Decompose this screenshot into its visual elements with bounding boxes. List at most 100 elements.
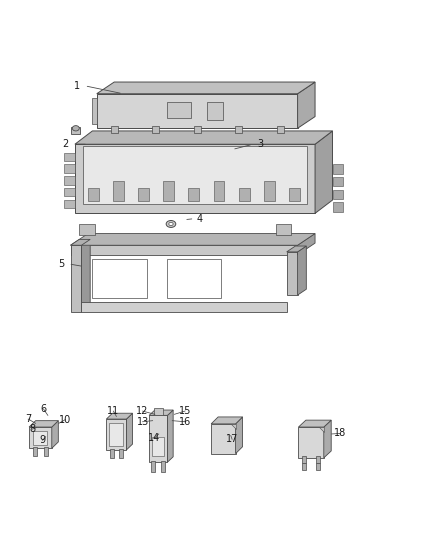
Polygon shape [71, 233, 315, 245]
Bar [110, 423, 123, 446]
Text: 3: 3 [258, 139, 264, 149]
Polygon shape [236, 417, 243, 454]
Polygon shape [297, 82, 315, 128]
Polygon shape [106, 419, 127, 450]
Ellipse shape [166, 221, 176, 228]
Polygon shape [287, 252, 297, 295]
Bar [316, 456, 320, 463]
Text: 16: 16 [179, 417, 191, 427]
Text: 17: 17 [226, 434, 238, 445]
Polygon shape [149, 415, 167, 462]
Text: 11: 11 [107, 406, 120, 416]
Bar [161, 461, 165, 472]
Polygon shape [211, 424, 236, 454]
Bar [333, 177, 343, 187]
Bar [239, 188, 250, 201]
Polygon shape [75, 144, 315, 213]
Bar [207, 102, 223, 119]
Polygon shape [52, 421, 58, 448]
Polygon shape [324, 420, 331, 458]
Polygon shape [71, 245, 81, 312]
Text: 4: 4 [196, 214, 202, 224]
Polygon shape [297, 233, 315, 255]
Bar [188, 188, 199, 201]
Text: 7: 7 [25, 414, 32, 424]
Bar [289, 188, 300, 201]
Text: 14: 14 [148, 433, 160, 443]
Text: 9: 9 [39, 435, 46, 446]
Polygon shape [97, 94, 297, 128]
Bar [152, 126, 159, 133]
Bar [277, 126, 284, 133]
Text: 8: 8 [29, 424, 35, 434]
Bar [214, 181, 224, 201]
Bar [163, 181, 174, 201]
Bar [64, 176, 75, 184]
Text: 13: 13 [137, 417, 149, 427]
Text: 15: 15 [179, 406, 191, 416]
Bar [302, 463, 306, 470]
Text: 12: 12 [136, 406, 149, 416]
Bar [152, 437, 164, 456]
Bar [264, 181, 275, 201]
Polygon shape [106, 413, 133, 419]
Bar [92, 259, 147, 298]
Polygon shape [71, 245, 297, 255]
Polygon shape [319, 427, 324, 432]
Bar [111, 126, 118, 133]
Polygon shape [231, 424, 236, 429]
Ellipse shape [72, 126, 79, 131]
Bar [138, 188, 149, 201]
Bar [64, 199, 75, 208]
Polygon shape [29, 421, 58, 427]
Bar [302, 456, 306, 463]
Text: 18: 18 [334, 429, 346, 439]
Bar [110, 449, 114, 458]
Bar [81, 302, 287, 312]
Bar [64, 165, 75, 173]
Polygon shape [29, 427, 52, 448]
Bar [88, 188, 99, 201]
Bar [32, 431, 47, 445]
Bar [83, 146, 307, 204]
Bar [276, 224, 291, 235]
Polygon shape [297, 246, 306, 295]
Polygon shape [287, 246, 306, 252]
Ellipse shape [169, 222, 173, 225]
Polygon shape [71, 239, 90, 245]
Polygon shape [75, 131, 332, 144]
Text: 10: 10 [59, 415, 71, 425]
Polygon shape [97, 82, 315, 94]
Bar [154, 408, 163, 415]
Bar [333, 203, 343, 212]
Polygon shape [92, 98, 97, 124]
Bar [113, 181, 124, 201]
Polygon shape [211, 417, 243, 424]
Text: 5: 5 [58, 259, 64, 269]
Polygon shape [315, 131, 332, 213]
Bar [166, 259, 221, 298]
Text: 6: 6 [40, 404, 46, 414]
Bar [44, 447, 48, 456]
Bar [316, 463, 320, 470]
Bar [71, 127, 80, 134]
Polygon shape [298, 420, 331, 427]
Bar [33, 447, 37, 456]
Polygon shape [149, 410, 173, 415]
Text: 2: 2 [62, 139, 68, 149]
Polygon shape [81, 239, 90, 312]
Bar [167, 102, 191, 118]
Bar [64, 188, 75, 196]
Bar [194, 126, 201, 133]
Bar [333, 164, 343, 174]
Bar [235, 126, 242, 133]
Polygon shape [298, 427, 324, 458]
Bar [333, 190, 343, 199]
Bar [79, 224, 95, 235]
Polygon shape [167, 410, 173, 462]
Bar [64, 153, 75, 161]
Text: 1: 1 [74, 81, 80, 91]
Bar [119, 449, 123, 458]
Bar [151, 461, 155, 472]
Polygon shape [127, 413, 133, 450]
